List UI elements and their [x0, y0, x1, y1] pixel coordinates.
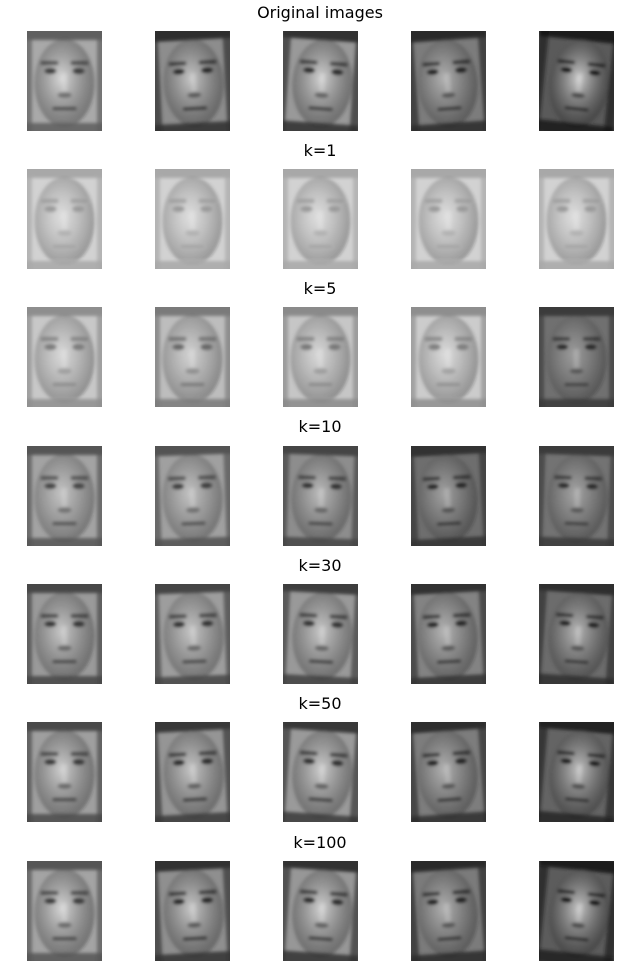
face-image: [283, 307, 358, 407]
row-title: Original images: [0, 3, 640, 23]
face-image: [27, 584, 102, 684]
face-image: [155, 169, 230, 269]
face-image: [283, 169, 358, 269]
face-image: [283, 861, 358, 961]
face-image: [539, 861, 614, 961]
face-image: [411, 307, 486, 407]
row-title: k=30: [0, 556, 640, 576]
face-image: [283, 722, 358, 822]
face-image: [539, 722, 614, 822]
face-image: [155, 861, 230, 961]
face-image: [411, 861, 486, 961]
face-image: [27, 31, 102, 131]
face-image: [155, 446, 230, 546]
face-image: [155, 31, 230, 131]
face-image: [539, 446, 614, 546]
face-image: [27, 307, 102, 407]
face-image: [27, 169, 102, 269]
face-image: [539, 584, 614, 684]
face-image: [411, 722, 486, 822]
row-title: k=50: [0, 694, 640, 714]
row-title: k=10: [0, 417, 640, 437]
face-image: [411, 584, 486, 684]
row-title: k=100: [0, 833, 640, 853]
face-image: [411, 169, 486, 269]
face-image: [27, 722, 102, 822]
face-image: [283, 446, 358, 546]
face-image: [283, 31, 358, 131]
face-image: [539, 31, 614, 131]
face-image: [411, 446, 486, 546]
face-image: [155, 307, 230, 407]
row-title: k=1: [0, 141, 640, 161]
face-image: [539, 307, 614, 407]
face-image: [155, 584, 230, 684]
face-image: [411, 31, 486, 131]
face-image: [155, 722, 230, 822]
face-image: [283, 584, 358, 684]
face-image: [27, 446, 102, 546]
row-title: k=5: [0, 279, 640, 299]
face-image: [27, 861, 102, 961]
face-image: [539, 169, 614, 269]
